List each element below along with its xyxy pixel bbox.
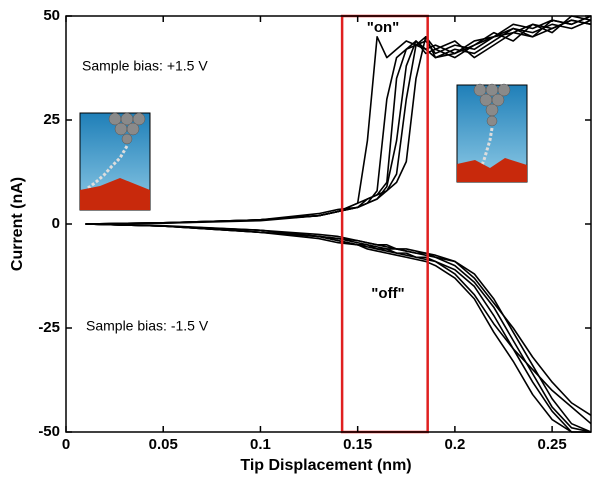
- x-axis-label: Tip Displacement (nm): [240, 457, 411, 474]
- y-axis-label: Current (nA): [9, 177, 26, 271]
- y-tick-label: -50: [38, 423, 60, 440]
- x-tick-label: 0.05: [149, 436, 178, 453]
- x-tick-label: 0.1: [250, 436, 271, 453]
- substrate: [80, 178, 150, 210]
- inset-right: [456, 83, 528, 183]
- x-tick-label: 0.15: [343, 436, 372, 453]
- inset-left: [79, 112, 151, 211]
- line: [85, 223, 591, 433]
- line: [85, 223, 592, 433]
- tip-atoms: [473, 83, 511, 127]
- annotation: "on": [367, 19, 400, 36]
- annotation: Sample bias: -1.5 V: [86, 318, 209, 334]
- line: [85, 19, 592, 225]
- y-tick-label: 0: [52, 215, 60, 232]
- x-tick-label: 0: [62, 436, 70, 453]
- annotation: "off": [371, 285, 404, 302]
- tip-atoms: [108, 112, 146, 145]
- line: [85, 223, 592, 425]
- line: [85, 223, 592, 417]
- annotation: Sample bias: +1.5 V: [82, 58, 208, 74]
- x-tick-label: 0.25: [538, 436, 567, 453]
- insets: [79, 83, 528, 211]
- molecule: [478, 127, 494, 171]
- substrate: [457, 158, 527, 182]
- y-tick-label: 50: [43, 7, 60, 24]
- y-tick-label: 25: [43, 111, 60, 128]
- x-tick-label: 0.2: [444, 436, 465, 453]
- molecule: [87, 145, 129, 190]
- y-tick-label: -25: [38, 319, 60, 336]
- highlight-box: [340, 14, 429, 434]
